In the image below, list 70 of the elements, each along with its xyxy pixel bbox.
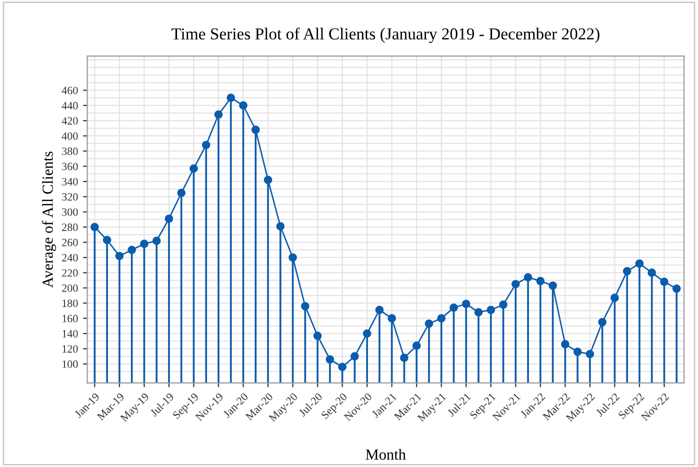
point <box>499 300 508 309</box>
y-tick-label: 360 <box>62 162 78 170</box>
point <box>610 294 619 302</box>
point <box>152 236 161 245</box>
point <box>524 273 532 282</box>
point <box>251 126 260 134</box>
point <box>450 304 458 312</box>
point <box>140 240 148 248</box>
point <box>648 268 656 277</box>
y-tick-label: 440 <box>62 102 78 110</box>
point <box>276 222 285 230</box>
point <box>90 222 99 232</box>
y-tick-label: 280 <box>62 224 78 232</box>
point <box>462 300 470 308</box>
point <box>313 332 322 340</box>
y-axis-title: Average of All Clients <box>42 152 56 288</box>
y-tick-label: 200 <box>62 284 78 292</box>
y-tick-label: 120 <box>62 345 78 353</box>
point <box>412 342 421 350</box>
point <box>164 214 174 223</box>
y-tick-label: 300 <box>62 208 78 216</box>
point <box>338 362 346 372</box>
point <box>400 354 408 362</box>
y-tick-label: 220 <box>62 269 78 277</box>
point <box>375 306 384 314</box>
point <box>177 188 186 198</box>
point <box>202 140 210 150</box>
chart-title: Time Series Plot of All Clients (January 2019 - December 2022) <box>171 28 600 43</box>
y-tick-label: 320 <box>62 193 78 201</box>
y-tick-label: 180 <box>62 300 78 308</box>
y-tick-label: 380 <box>62 148 78 156</box>
point <box>214 110 223 119</box>
y-tick-label: 160 <box>62 314 78 322</box>
y-tick-label: 240 <box>62 254 78 262</box>
point <box>102 236 112 244</box>
point <box>226 94 236 102</box>
point <box>264 176 272 184</box>
point <box>362 329 372 338</box>
point <box>486 306 496 314</box>
y-tick-label: 140 <box>62 330 78 338</box>
point <box>424 319 434 328</box>
point <box>672 284 681 293</box>
point <box>288 253 297 262</box>
point <box>586 350 594 358</box>
point <box>437 314 446 322</box>
y-tick-label: 420 <box>62 117 78 125</box>
point <box>598 318 606 326</box>
y-tick-label: 260 <box>62 238 78 246</box>
point <box>190 164 198 173</box>
x-axis-title: Month <box>366 448 406 460</box>
point <box>573 348 582 356</box>
y-tick-label: 100 <box>62 360 78 368</box>
point <box>660 278 668 286</box>
point <box>635 259 644 268</box>
point <box>474 308 483 316</box>
point <box>388 314 396 322</box>
point <box>239 101 248 110</box>
point <box>326 355 334 364</box>
point <box>301 302 310 310</box>
point <box>536 276 545 286</box>
y-tick-label: 460 <box>62 86 78 94</box>
point <box>115 252 124 260</box>
point <box>511 280 520 288</box>
point <box>350 352 359 360</box>
y-tick-label: 400 <box>62 132 78 140</box>
point <box>561 340 570 348</box>
point <box>622 267 632 276</box>
y-tick-label: 340 <box>62 178 78 186</box>
point <box>128 246 136 254</box>
point <box>548 281 557 290</box>
